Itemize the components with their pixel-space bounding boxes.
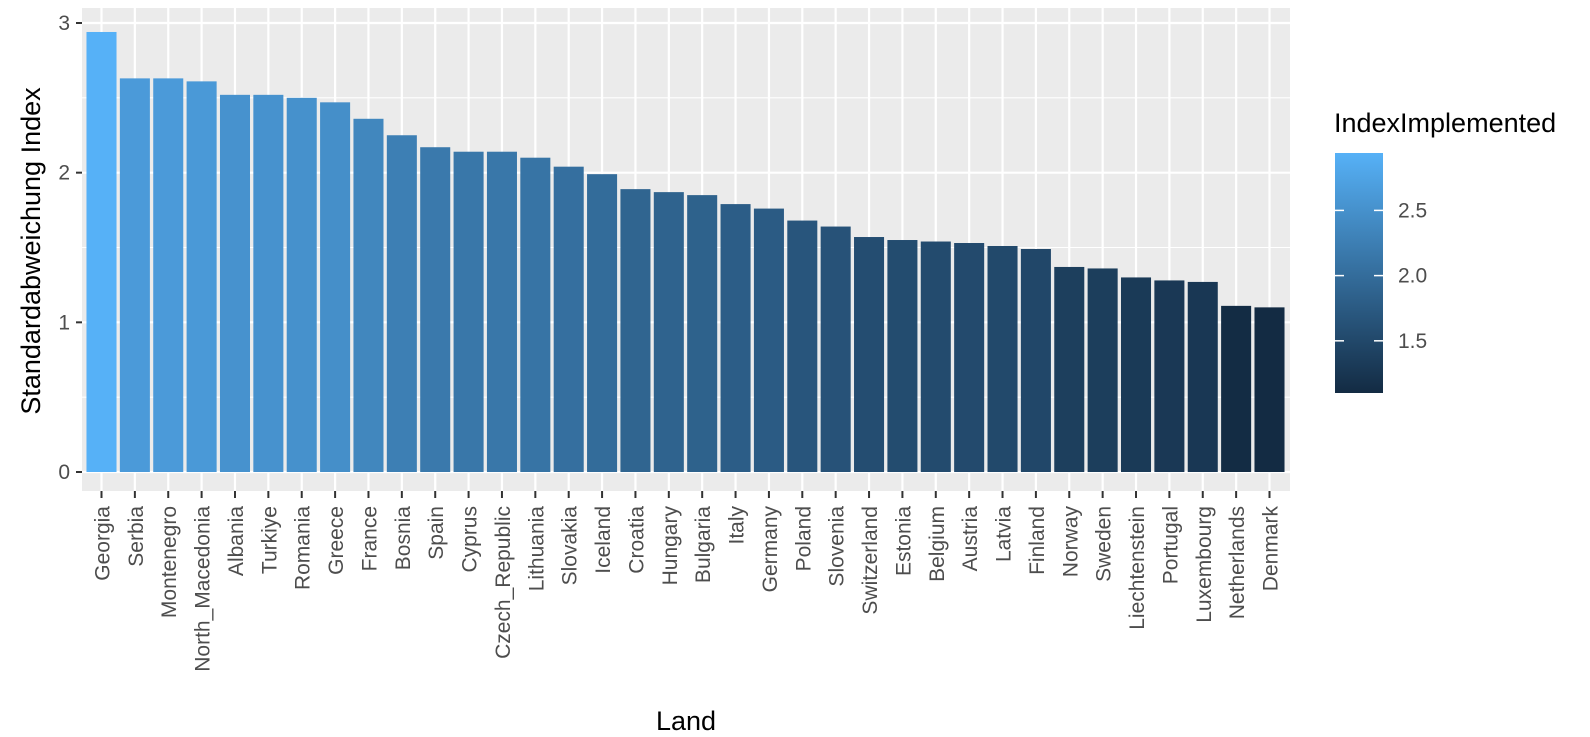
y-axis: 0 1 2 3	[58, 12, 82, 484]
x-tick-label: Spain	[425, 506, 448, 560]
x-tick-label: Portugal	[1159, 506, 1182, 584]
x-tick-label: Lithuania	[525, 506, 548, 592]
x-tick-label: Estonia	[892, 506, 915, 576]
bar-montenegro	[153, 78, 184, 473]
bar-slovakia	[553, 166, 584, 472]
bar-spain	[420, 147, 451, 472]
bar-italy	[720, 204, 751, 472]
x-tick-label: France	[358, 506, 381, 571]
x-axis: Georgia Serbia Montenegro North_Macedonia Al…	[92, 491, 1283, 672]
x-axis-title: Land	[656, 706, 716, 736]
bar-portugal	[1154, 280, 1185, 472]
x-tick-label: North_Macedonia	[192, 506, 215, 672]
bar-greece	[320, 102, 351, 472]
bar-sweden	[1087, 268, 1118, 472]
x-tick-label: Hungary	[659, 506, 682, 586]
x-tick-label: Poland	[792, 506, 815, 571]
x-tick-label: Slovakia	[559, 506, 582, 586]
bar-poland	[787, 220, 818, 472]
legend-title: IndexImplemented	[1334, 108, 1556, 138]
bar-norway	[1054, 266, 1085, 472]
y-axis-title: Standardabweichung Index	[16, 87, 46, 415]
x-tick-label: Latvia	[993, 506, 1016, 562]
bar-iceland	[587, 174, 618, 472]
bar-france	[353, 118, 384, 472]
x-tick-label: Montenegro	[158, 506, 181, 618]
y-tick-label: 0	[58, 461, 70, 484]
x-tick-label: Slovenia	[826, 506, 849, 587]
y-tick-label: 1	[58, 311, 70, 334]
bar-estonia	[887, 240, 918, 472]
x-tick-label: Luxembourg	[1193, 506, 1216, 623]
x-tick-label: Bosnia	[392, 506, 415, 571]
legend-break-label: 2.0	[1398, 265, 1427, 288]
bar-cyprus	[453, 151, 484, 473]
bar-czech-republic	[486, 151, 517, 473]
x-tick-label: Finland	[1026, 506, 1049, 575]
x-tick-label: Italy	[726, 506, 749, 545]
bar-croatia	[620, 189, 651, 472]
bar-romania	[286, 97, 317, 472]
x-tick-label: Cyprus	[459, 506, 482, 573]
x-tick-label: Netherlands	[1226, 506, 1249, 619]
x-tick-label: Georgia	[92, 506, 115, 581]
x-tick-label: Switzerland	[859, 506, 882, 615]
bar-georgia	[86, 31, 117, 472]
x-tick-label: Greece	[325, 506, 348, 575]
x-tick-label: Albania	[225, 506, 248, 576]
x-tick-label: Austria	[959, 506, 982, 572]
bar-luxembourg	[1187, 281, 1218, 472]
legend-colorbar	[1335, 153, 1383, 393]
x-tick-label: Serbia	[125, 506, 148, 567]
bar-turkiye	[253, 94, 284, 472]
legend-break-label: 1.5	[1398, 330, 1427, 353]
bar-austria	[954, 243, 985, 472]
x-tick-label: Turkiye	[258, 506, 281, 574]
legend-break-label: 2.5	[1398, 199, 1427, 222]
legend-ticks: 2.5 2.0 1.5	[1335, 199, 1427, 353]
x-tick-label: Norway	[1059, 506, 1082, 578]
x-tick-label: Croatia	[625, 506, 648, 574]
x-tick-label: Sweden	[1093, 506, 1116, 582]
bar-slovenia	[820, 226, 851, 472]
x-tick-label: Iceland	[592, 506, 615, 574]
y-tick-label: 2	[58, 162, 70, 185]
bar-germany	[753, 208, 784, 472]
y-tick-label: 3	[58, 12, 70, 35]
bar-bulgaria	[687, 195, 718, 472]
bar-serbia	[119, 78, 150, 473]
bar-north-macedonia	[186, 81, 217, 473]
bar-latvia	[987, 246, 1018, 472]
bar-hungary	[653, 192, 684, 472]
bar-albania	[219, 94, 251, 472]
bar-liechtenstein	[1120, 277, 1152, 472]
x-tick-label: Czech_Republic	[492, 506, 515, 659]
x-tick-label: Liechtenstein	[1126, 506, 1149, 630]
x-tick-label: Denmark	[1260, 506, 1283, 592]
bar-lithuania	[520, 157, 551, 472]
color-legend: IndexImplemented 2.5 2.0 1.5	[1334, 108, 1556, 393]
x-tick-label: Belgium	[926, 506, 949, 582]
x-tick-label: Germany	[759, 506, 782, 593]
x-tick-label: Bulgaria	[692, 506, 715, 583]
bar-belgium	[920, 241, 951, 472]
bar-denmark	[1254, 307, 1285, 472]
bar-finland	[1020, 248, 1051, 472]
bar-bosnia	[386, 135, 417, 472]
bar-netherlands	[1221, 305, 1252, 472]
bar-switzerland	[854, 237, 885, 472]
x-tick-label: Romania	[292, 506, 315, 590]
bars	[86, 31, 1285, 473]
